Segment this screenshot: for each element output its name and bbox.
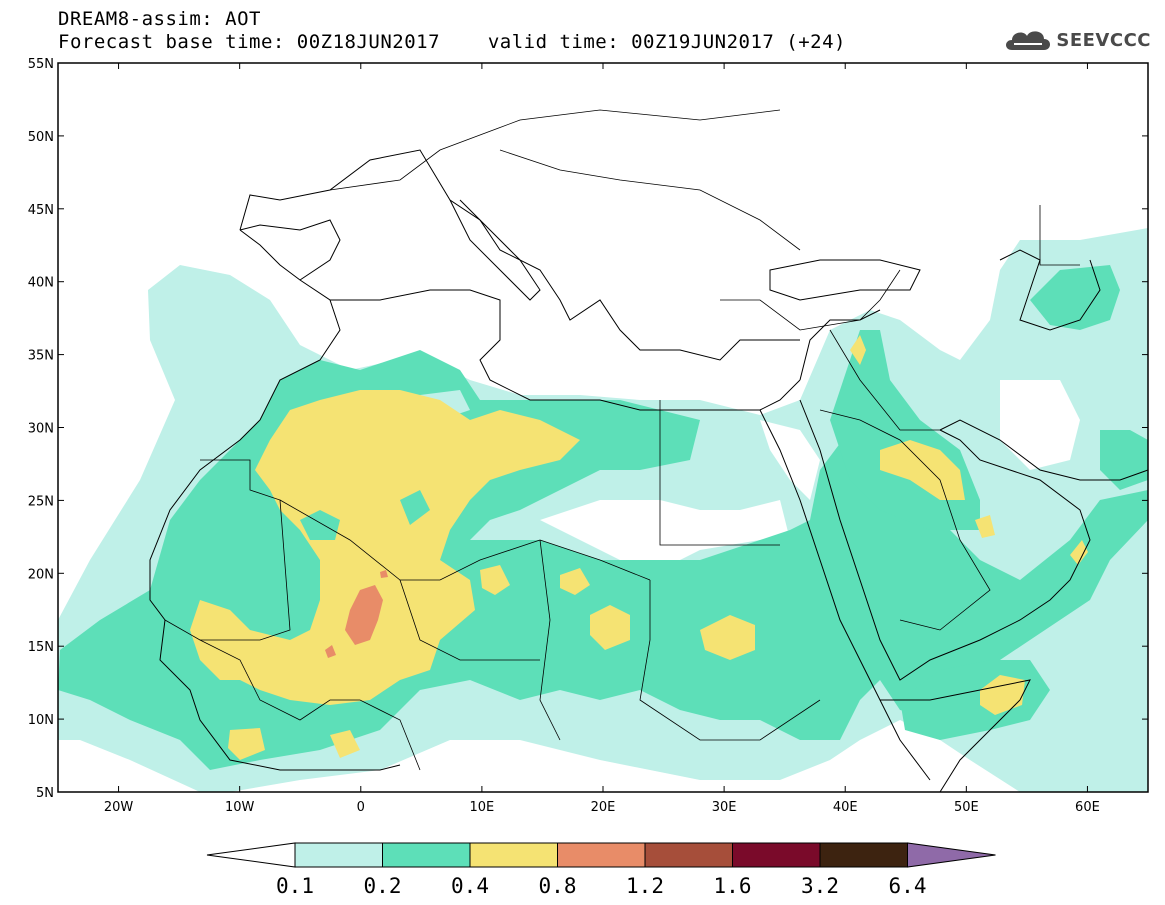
clear-area-egypt [540, 500, 790, 570]
border-niger [399, 579, 540, 661]
border-mauritania [200, 459, 291, 641]
colorbar-label: 1.2 [626, 874, 664, 898]
colorbar-label: 6.4 [889, 874, 927, 898]
border-europe1 [329, 109, 781, 191]
lon-tick-label: 20E [591, 800, 616, 815]
colorbar-segment [469, 842, 558, 868]
valid-time-label: valid time: 00Z19JUN2017 (+24) [487, 31, 846, 53]
colorbar-label: 0.2 [364, 874, 402, 898]
coastline-iran [939, 419, 1148, 481]
aot-contour-0.4-chad2 [560, 568, 590, 595]
lon-tick-label: 50E [954, 800, 979, 815]
aot-contour-0.8-dot [380, 570, 388, 578]
aot-contour-0.4-chad1 [590, 605, 630, 650]
coastline-west-africa [149, 229, 401, 771]
clear-area-gulf [1000, 380, 1080, 470]
coastline-black-sea [769, 259, 921, 301]
lat-tick-label: 10N [28, 713, 54, 728]
colorbar-segment [644, 842, 733, 868]
logo-text: SEEVCCC [1056, 29, 1151, 51]
lon-tick-label: 10E [470, 800, 495, 815]
lon-tick-label: 20W [104, 800, 134, 815]
colorbar-label: 0.8 [539, 874, 577, 898]
colorbar-label: 0.1 [276, 874, 314, 898]
aot-contour-0.4 [190, 390, 580, 705]
border-libya-chad [539, 539, 651, 581]
border-saudi [819, 409, 991, 631]
base-time-label: Forecast base time: 00Z18JUN2017 [58, 31, 441, 53]
latitude-axis: 5N 10N 15N 20N 25N 30N 35N 40N 45N 50N 55N [28, 57, 1148, 801]
lat-tick-label: 50N [28, 130, 54, 145]
lat-tick-label: 35N [28, 349, 54, 364]
lat-tick-label: 45N [28, 203, 54, 218]
colorbar-extend-high [907, 842, 996, 868]
coastlines [149, 149, 1148, 792]
aot-contour-0.4-oman [1070, 540, 1088, 565]
border-kazakh [1039, 205, 1080, 266]
colorbar-segment [382, 842, 471, 868]
aot-contour-0.4-sudan [700, 615, 755, 660]
lon-tick-label: 0 [357, 800, 365, 815]
border-iraq [829, 329, 940, 431]
lon-tick-label: 60E [1075, 800, 1100, 815]
coastline-levant [799, 309, 881, 381]
border-chad [539, 539, 561, 741]
mid-area-algeria [400, 490, 430, 525]
coastline-horn [880, 679, 1031, 792]
coastline-europe-south [239, 149, 800, 361]
lat-tick-label: 55N [28, 57, 54, 72]
border-turkey [720, 269, 901, 331]
colorbar-segment [557, 842, 646, 868]
chart-title: DREAM8-assim: AOT [58, 8, 261, 30]
colorbar-label: 0.4 [451, 874, 489, 898]
aot-contour-0.4-iraq [880, 440, 965, 500]
aot-contour-0.4-niger [480, 565, 510, 595]
lon-tick-label: 30E [712, 800, 737, 815]
coastline-north-africa [330, 289, 801, 411]
coastline-arabia-west [799, 399, 1091, 681]
aot-contour-0.4-qatar [975, 515, 995, 538]
aot-contour-0.4-nigeria [330, 730, 360, 758]
border-west-africa [164, 619, 421, 771]
lat-tick-label: 15N [28, 640, 54, 655]
aot-contour-0.4-somalia [980, 675, 1025, 715]
border-algeria-mali [279, 499, 541, 581]
aot-contour-0.8-small [325, 645, 336, 658]
aot-contour-0.4-syria [850, 335, 866, 365]
lat-tick-label: 40N [28, 276, 54, 291]
lon-tick-label: 10W [225, 800, 255, 815]
chart-subtitle: Forecast base time: 00Z18JUN2017 valid t… [58, 31, 846, 53]
border-sudan [639, 580, 821, 741]
coastline-iberia [239, 219, 341, 281]
lat-tick-label: 25N [28, 494, 54, 509]
colorbar-segment [294, 842, 383, 868]
colorbar-extend-low [206, 842, 296, 868]
lat-tick-label: 20N [28, 567, 54, 582]
lat-tick-label: 30N [28, 422, 54, 437]
colorbar-segment [732, 842, 821, 868]
colorbar-label: 3.2 [801, 874, 839, 898]
longitude-axis: 20W 10W 0 10E 20E 30E 40E 50E 60E [104, 63, 1100, 815]
border-europe2 [499, 149, 801, 251]
coastline-italy [449, 199, 541, 301]
colorbar-segment [819, 842, 908, 868]
lon-tick-label: 40E [833, 800, 858, 815]
aot-contour-0.4-ghana [228, 728, 265, 760]
colorbar-label: 1.6 [714, 874, 752, 898]
colorbar: 0.1 0.2 0.4 0.8 1.2 1.6 3.2 6.4 [206, 842, 996, 898]
cloud-icon [1006, 31, 1051, 50]
aot-contour-0.2-iran [1100, 430, 1148, 490]
borders [164, 109, 1080, 771]
aot-contour-0.8 [345, 585, 383, 645]
coastline-red-sea [759, 409, 931, 781]
seevccc-logo: SEEVCCC [1002, 26, 1151, 54]
border-libya-egypt [659, 400, 780, 546]
coastline-caspian [999, 249, 1101, 331]
lat-tick-label: 5N [36, 786, 54, 801]
